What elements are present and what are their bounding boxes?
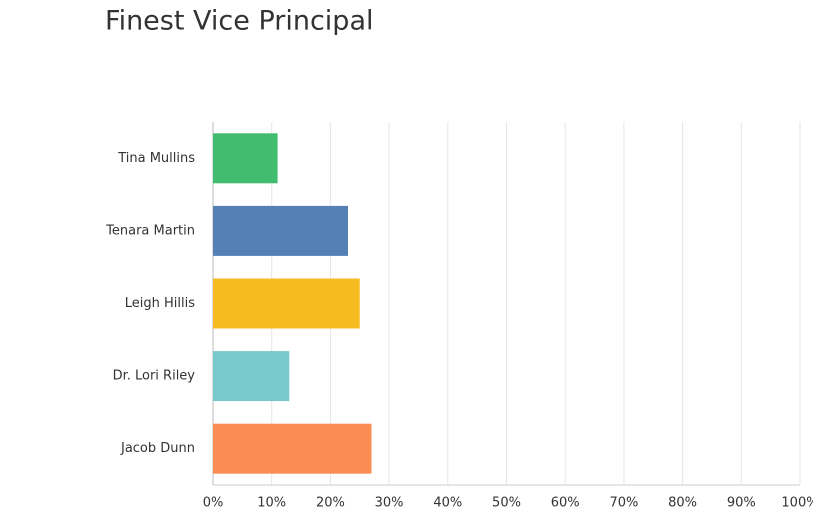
x-tick-label: 40%	[433, 496, 462, 511]
chart-title: Finest Vice Principal	[105, 6, 374, 37]
bar	[213, 278, 360, 329]
y-tick-label: Jacob Dunn	[120, 441, 195, 456]
x-tick-label: 20%	[316, 496, 345, 511]
bar	[213, 205, 349, 256]
x-tick-label: 90%	[727, 496, 756, 511]
x-tick-label: 70%	[609, 496, 638, 511]
x-tick-label: 0%	[203, 496, 224, 511]
x-tick-label: 60%	[551, 496, 580, 511]
x-tick-label: 80%	[668, 496, 697, 511]
x-tick-label: 100%	[781, 496, 813, 511]
bar	[213, 133, 278, 184]
x-tick-label: 30%	[375, 496, 404, 511]
x-tick-label: 50%	[492, 496, 521, 511]
y-tick-label: Tina Mullins	[117, 151, 195, 166]
bar	[213, 423, 372, 474]
y-tick-label: Tenara Martin	[105, 223, 195, 238]
x-tick-label: 10%	[257, 496, 286, 511]
y-tick-label: Leigh Hillis	[125, 296, 195, 311]
y-tick-label: Dr. Lori Riley	[113, 369, 196, 384]
bar	[213, 351, 290, 402]
